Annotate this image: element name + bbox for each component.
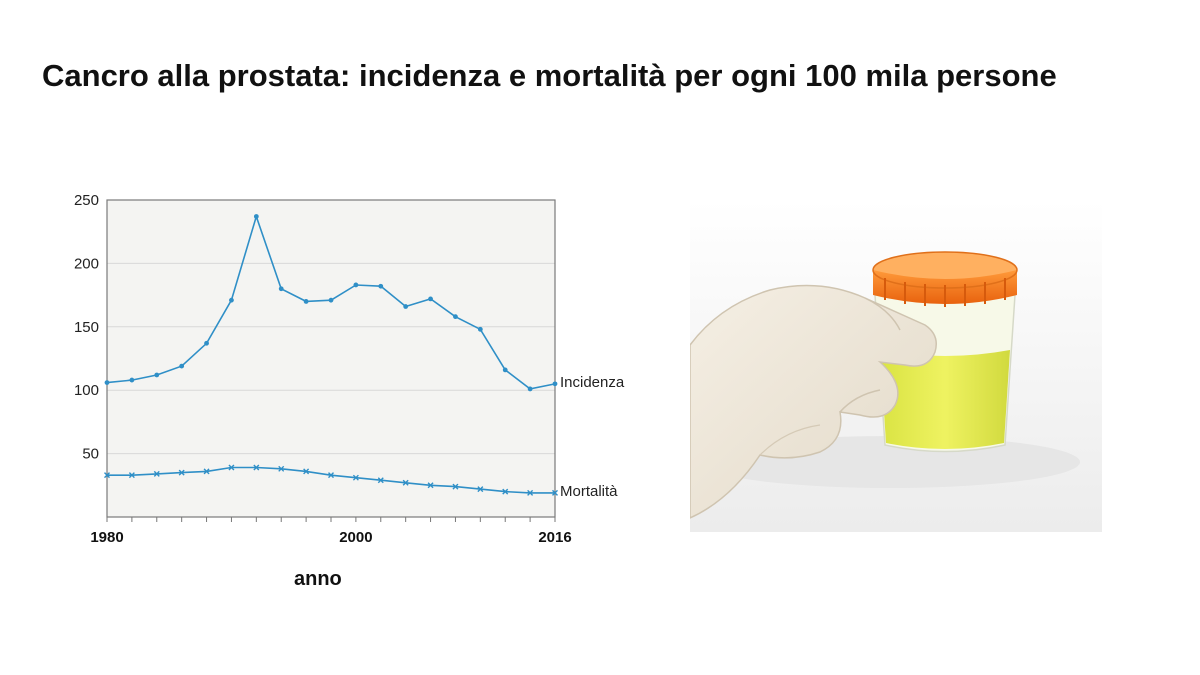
y-tick-label: 150 bbox=[74, 319, 99, 336]
data-point bbox=[179, 363, 185, 369]
data-point bbox=[278, 286, 284, 292]
data-point bbox=[203, 468, 210, 475]
data-point bbox=[352, 474, 359, 481]
x-axis-title: anno bbox=[294, 568, 342, 590]
data-point bbox=[328, 297, 334, 303]
data-point bbox=[229, 297, 234, 303]
data-point bbox=[402, 479, 409, 486]
x-axis-ticks: 1980 2000 2016 bbox=[90, 517, 572, 546]
data-point bbox=[154, 372, 160, 378]
urine-sample-container-in-gloved-hand-photo bbox=[690, 200, 1102, 532]
x-tick-label: 2016 bbox=[538, 529, 571, 546]
data-point bbox=[253, 214, 259, 219]
series-labels: Incidenza Mortalità bbox=[560, 374, 625, 500]
data-point bbox=[477, 486, 484, 493]
data-point bbox=[452, 483, 459, 490]
data-point bbox=[552, 489, 558, 496]
data-point bbox=[502, 367, 508, 373]
y-tick-label: 100 bbox=[74, 382, 99, 399]
data-point bbox=[278, 465, 285, 472]
x-tick-label: 1980 bbox=[90, 529, 123, 546]
data-point bbox=[253, 464, 260, 471]
data-point bbox=[477, 326, 483, 332]
data-point bbox=[104, 472, 110, 479]
data-point bbox=[228, 464, 235, 471]
data-point bbox=[128, 472, 135, 479]
data-point bbox=[502, 488, 509, 495]
data-point bbox=[428, 296, 433, 302]
data-point bbox=[353, 282, 359, 288]
x-tick-label: 2000 bbox=[339, 529, 372, 546]
plot-area bbox=[107, 200, 555, 517]
y-tick-label: 50 bbox=[82, 446, 99, 463]
y-tick-label: 200 bbox=[74, 255, 99, 272]
series-label: Incidenza bbox=[560, 374, 625, 391]
data-point bbox=[378, 283, 384, 289]
data-point bbox=[129, 377, 135, 383]
data-point bbox=[427, 482, 434, 489]
data-point bbox=[403, 304, 409, 309]
data-point bbox=[204, 340, 209, 346]
data-point bbox=[552, 381, 558, 387]
series-lines bbox=[104, 213, 558, 496]
data-point bbox=[377, 477, 384, 484]
data-point bbox=[104, 380, 110, 385]
page-title: Cancro alla prostata: incidenza e mortal… bbox=[42, 58, 1057, 93]
data-point bbox=[328, 472, 334, 479]
data-point bbox=[178, 469, 185, 476]
data-point bbox=[453, 314, 458, 320]
series-label: Mortalità bbox=[560, 483, 618, 500]
data-point bbox=[303, 299, 309, 304]
data-point bbox=[527, 489, 534, 496]
data-point bbox=[527, 386, 533, 392]
data-point bbox=[303, 468, 310, 475]
y-axis-ticks: 50 100 150 200 250 bbox=[74, 192, 99, 463]
y-tick-label: 250 bbox=[74, 192, 99, 209]
data-point bbox=[153, 470, 160, 477]
